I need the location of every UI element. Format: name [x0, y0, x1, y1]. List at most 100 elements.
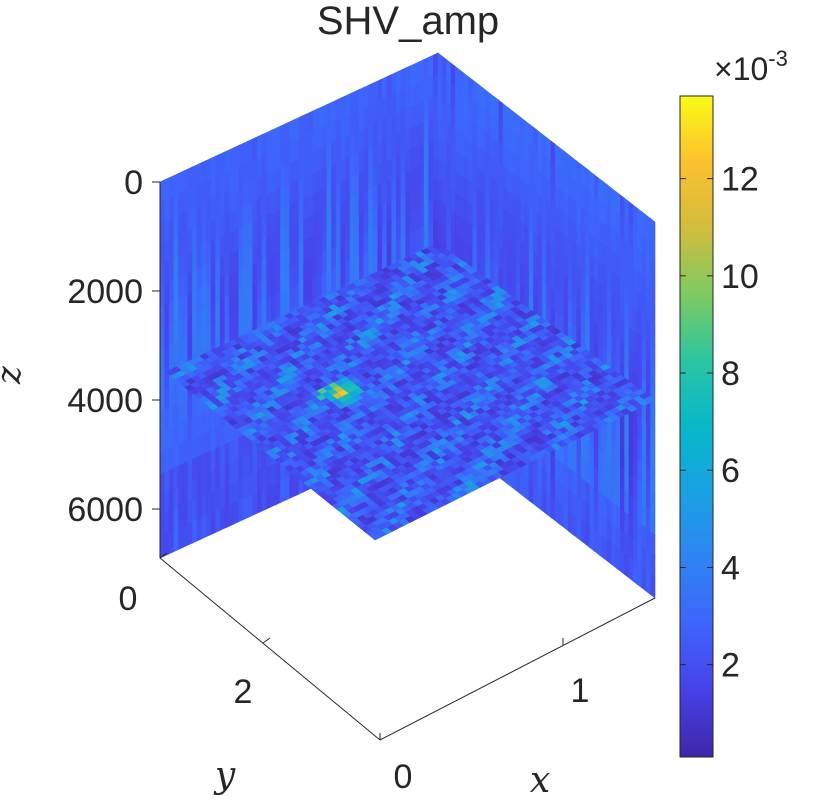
slice-y0-cell [606, 288, 612, 315]
slice-y0-cell [541, 489, 547, 515]
slice-x0-cell [289, 119, 295, 144]
slice-y0-cell [494, 242, 500, 269]
slice-x0-cell [182, 294, 189, 318]
slice-x0-cell [419, 100, 425, 125]
slice-x0-cell [266, 129, 272, 154]
slice-y0-cell [502, 144, 508, 171]
slice-x0-cell [326, 102, 332, 126]
slice-y0-cell [546, 136, 552, 163]
slice-x0-cell [196, 475, 202, 500]
slice-x0-cell [391, 92, 397, 117]
slice-x0-cell [433, 115, 439, 140]
slice-y0-cell [489, 113, 495, 140]
slice-y0-cell [450, 125, 456, 151]
slice-y0-cell [468, 138, 474, 165]
slice-y0-cell [563, 505, 569, 532]
slice-y0-cell [537, 151, 543, 177]
slice-y0-cell [576, 306, 582, 333]
slice-x0-cell [266, 192, 272, 217]
slice-y0-cell [641, 273, 647, 300]
slice-x0-cell [229, 251, 235, 276]
colorbar-tick-label: 8 [721, 355, 740, 393]
slice-x0-cell [252, 178, 258, 203]
slice-x0-cell [201, 473, 207, 498]
slice-x0-cell [196, 245, 202, 270]
slice-y0-cell [611, 292, 617, 318]
slice-x0-cell [256, 280, 263, 305]
slice-y0-cell [576, 453, 582, 479]
slice-x0-cell [192, 247, 198, 272]
slice-x0-cell [261, 257, 267, 282]
slice-x0-cell [173, 214, 179, 239]
slice-x0-cell [182, 252, 189, 277]
slice-x0-cell [164, 302, 170, 327]
slice-y0-cell [650, 259, 656, 286]
slice-y0-cell [524, 203, 530, 230]
slice-x0-cell [169, 509, 175, 534]
slice-y0-cell [619, 465, 625, 492]
slice-x0-cell [266, 213, 272, 238]
slice-x0-cell [275, 188, 281, 213]
slice-y0-cell [624, 239, 630, 266]
slice-y0-cell [598, 532, 604, 559]
slice-x0-cell [419, 205, 425, 230]
slice-y0-cell [650, 364, 656, 390]
slice-x0-cell [159, 325, 165, 350]
slice-x0-cell [252, 491, 258, 516]
slice-x0-cell [224, 274, 230, 299]
slice-y0-cell [515, 134, 521, 160]
slice-y0-cell [528, 248, 534, 275]
slice-x0-cell [433, 52, 439, 77]
slice-x0-cell [372, 185, 379, 210]
slice-x0-cell [192, 519, 198, 544]
slice-y0-cell [606, 205, 612, 231]
slice-x0-cell [326, 269, 332, 294]
slice-y0-cell [485, 110, 491, 137]
slice-x0-cell [419, 59, 425, 83]
slice-x0-cell [317, 252, 323, 277]
slice-y0-cell [450, 209, 456, 235]
slice-x0-cell [247, 201, 253, 226]
slice-y0-cell [550, 244, 556, 271]
slice-y0-cell [441, 139, 448, 166]
slice-x0-cell [238, 498, 244, 523]
slice-x0-cell [321, 104, 328, 129]
slice-x0-cell [270, 483, 277, 508]
slice-x0-cell [428, 201, 434, 226]
slice-y0-cell [559, 146, 565, 173]
axes-lines [159, 182, 656, 741]
slice-x0-cell [219, 318, 226, 343]
slice-x0-cell [298, 261, 304, 286]
slice-x0-cell [423, 98, 430, 123]
slice-x0-cell [256, 447, 263, 472]
slice-y0-cell [645, 235, 652, 262]
slice-y0-cell [546, 262, 552, 288]
slice-x0-cell [169, 175, 175, 200]
slice-x0-cell [233, 479, 240, 504]
slice-y0-cell [576, 265, 582, 291]
slice-y0-cell [628, 305, 634, 332]
slice-y0-cell [507, 169, 513, 195]
slice-x0-cell [382, 243, 388, 268]
slice-x0-cell [169, 467, 175, 492]
slice-x0-cell [307, 277, 314, 302]
slice-x0-cell [243, 266, 249, 291]
slice-y0-cell [641, 545, 647, 572]
slice-x0-cell [243, 161, 249, 186]
slice-x0-cell [414, 144, 420, 169]
slice-x0-cell [391, 155, 397, 180]
slice-y0-cell [572, 198, 578, 225]
slice-y0-cell [641, 503, 647, 530]
slice-y0-cell [572, 261, 578, 288]
slice-x0-cell [233, 165, 240, 190]
slice-x0-cell [187, 417, 193, 442]
slice-x0-cell [224, 232, 230, 257]
slice-y0-cell [520, 472, 526, 498]
slice-y0-cell [576, 285, 582, 312]
slice-x0-cell [224, 149, 230, 174]
slice-x0-cell [173, 193, 179, 218]
slice-y0-cell [632, 225, 638, 251]
slice-x0-cell [294, 242, 300, 267]
slice-y0-cell [615, 211, 621, 238]
slice-y0-cell [624, 448, 630, 475]
